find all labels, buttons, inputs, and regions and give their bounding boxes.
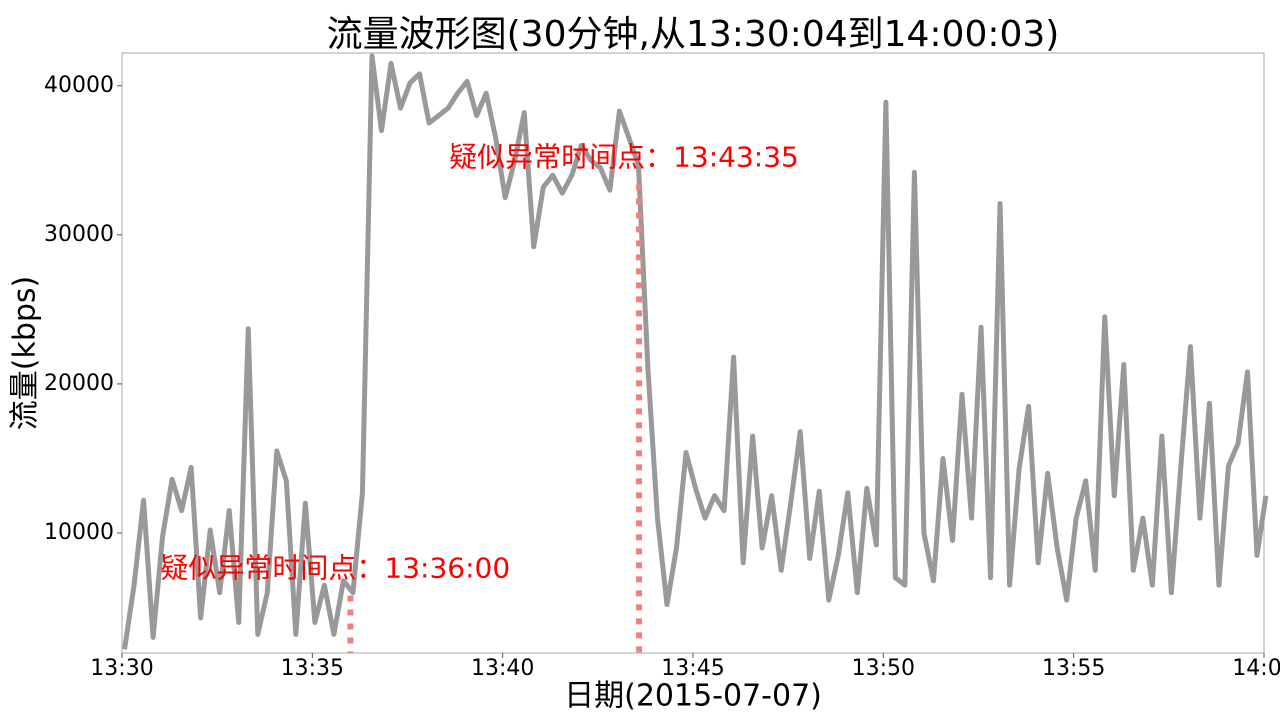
x-tick-label: 13:55 <box>1042 656 1105 681</box>
series-line <box>122 53 1269 650</box>
x-tick-label: 14:00 <box>1232 656 1280 681</box>
annotation-text: 疑似异常时间点：13:36:00 <box>160 551 510 584</box>
x-tick-label: 13:40 <box>471 656 534 681</box>
y-tick-label: 30000 <box>44 222 114 247</box>
y-tick-label: 10000 <box>44 520 114 545</box>
x-tick-label: 13:35 <box>281 656 344 681</box>
x-axis-label: 日期(2015-07-07) <box>564 679 822 714</box>
y-tick-label: 40000 <box>44 73 114 98</box>
x-tick-label: 13:45 <box>661 656 724 681</box>
y-tick-label: 20000 <box>44 371 114 396</box>
x-tick-label: 13:50 <box>852 656 915 681</box>
chart-title: 流量波形图(30分钟,从13:30:04到14:00:03) <box>327 14 1060 55</box>
x-tick-label: 13:30 <box>90 656 153 681</box>
y-axis-label: 流量(kbps) <box>8 276 43 431</box>
annotation-text: 疑似异常时间点：13:43:35 <box>449 140 799 173</box>
